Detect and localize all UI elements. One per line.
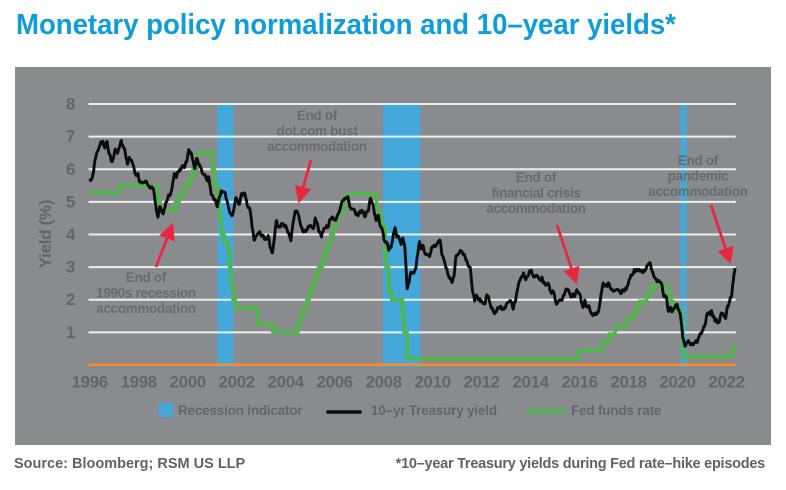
svg-text:4: 4 (66, 225, 76, 244)
svg-text:2008: 2008 (366, 373, 402, 392)
svg-text:1: 1 (66, 323, 75, 342)
svg-text:2020: 2020 (660, 373, 696, 392)
svg-text:1998: 1998 (121, 373, 157, 392)
svg-text:7: 7 (66, 127, 75, 146)
svg-text:3: 3 (66, 258, 75, 277)
svg-text:2012: 2012 (464, 373, 500, 392)
svg-text:6: 6 (66, 160, 75, 179)
svg-text:2004: 2004 (268, 373, 305, 392)
svg-text:2010: 2010 (415, 373, 451, 392)
svg-text:1996: 1996 (72, 373, 108, 392)
svg-text:2: 2 (66, 290, 75, 309)
svg-text:2000: 2000 (170, 373, 206, 392)
svg-text:Yield (%): Yield (%) (36, 200, 55, 268)
svg-text:2014: 2014 (513, 373, 550, 392)
svg-text:2006: 2006 (317, 373, 353, 392)
svg-text:8: 8 (66, 95, 75, 114)
svg-text:2002: 2002 (219, 373, 255, 392)
svg-text:5: 5 (66, 192, 75, 211)
svg-text:2022: 2022 (709, 373, 745, 392)
svg-text:2016: 2016 (562, 373, 598, 392)
svg-text:2018: 2018 (611, 373, 647, 392)
